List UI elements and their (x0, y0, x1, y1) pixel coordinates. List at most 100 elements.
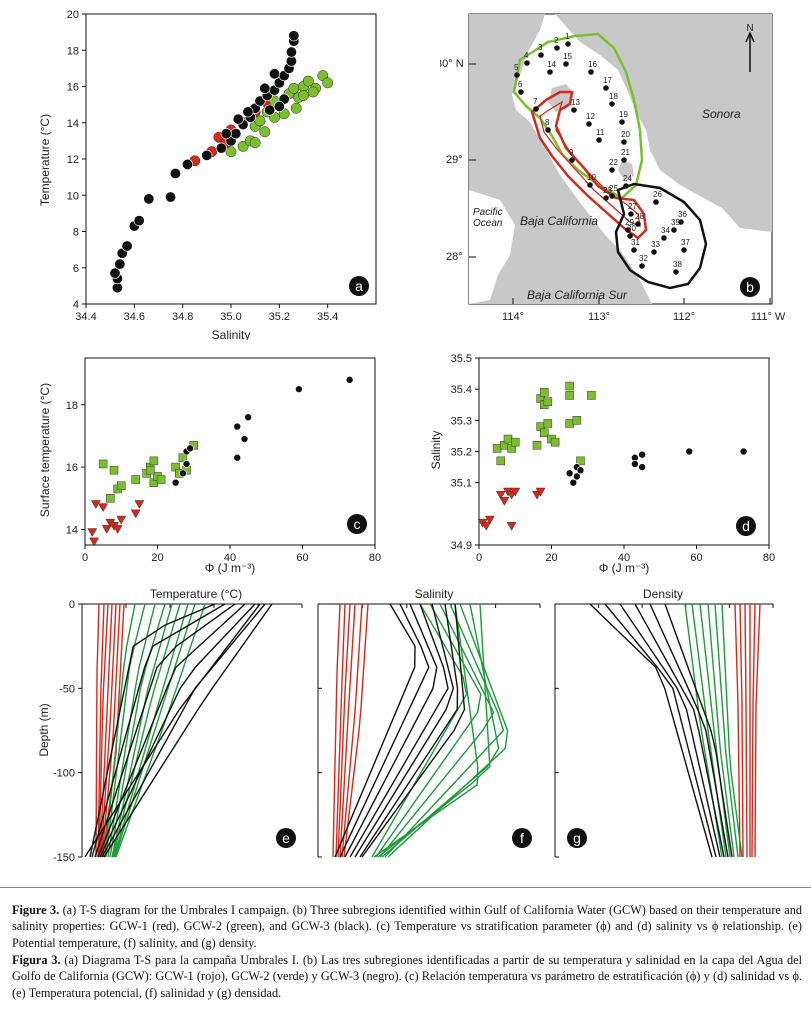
panel-g-letter: g (573, 830, 581, 846)
panel-f-badge (512, 828, 532, 848)
station-label: 25 (609, 184, 618, 193)
panel-b-badge (740, 277, 760, 297)
caption-english: Figure 3. (a) T-S diagram for the Umbral… (12, 902, 802, 951)
profile-line (343, 603, 369, 858)
profile-line (101, 603, 121, 858)
panel-c-points (87, 376, 354, 547)
panel-d-ylabel: Salinity (429, 431, 443, 470)
profile-line (344, 603, 438, 858)
station-label: 10 (587, 173, 596, 182)
profile-line (94, 603, 236, 858)
black-point (143, 193, 155, 205)
station-label: 14 (547, 60, 556, 69)
x-tick-label: 40 (618, 552, 630, 564)
station-marker (609, 193, 615, 199)
station-label: 11 (596, 128, 605, 137)
green-square-point (496, 456, 505, 466)
black-point (288, 30, 300, 42)
profile-line (751, 603, 756, 858)
tiburon-island (618, 160, 634, 180)
panel-a-letter: a (355, 278, 363, 294)
panel-d-salinity-vs-phi: 0 20 40 60 80 34.9 35.1 35.2 35.3 35.4 35.5 Φ (J m… (429, 353, 776, 575)
profile-line (739, 603, 744, 858)
map-lat-ticks (469, 63, 771, 304)
label-baja-california: Baja California (520, 214, 598, 228)
green-square-point (503, 434, 513, 444)
label-pacific-ocean: Pacific Ocean (473, 207, 503, 229)
panel-c-xlabel: Φ (J m⁻³) (205, 561, 256, 575)
profile-title-salinity: Salinity (415, 587, 454, 601)
label-ocean: Ocean (473, 218, 503, 229)
red-triangle-point (495, 490, 506, 500)
y-tick-label: 35.4 (451, 384, 472, 396)
profile-line (339, 603, 430, 858)
y-tick-label: 18 (66, 400, 78, 412)
black-point (345, 376, 354, 384)
caption-separator (0, 887, 811, 888)
panel-d-frame (478, 357, 770, 546)
station-label: 17 (603, 76, 612, 85)
station-label: 23 (603, 186, 612, 195)
station-label: 34 (661, 226, 670, 235)
lat-30: 30° N (440, 58, 464, 70)
profile-line (335, 603, 346, 858)
y-tick-label: 14 (66, 524, 78, 536)
black-point (244, 413, 252, 422)
gcw1-region-outline (530, 90, 648, 240)
green-square-point (565, 391, 574, 400)
north-arrow-head (745, 31, 755, 43)
red-triangle-point (130, 509, 141, 519)
panel-d-ticks: 0 20 40 60 80 34.9 35.1 35.2 35.3 35.4 35.5 (451, 353, 776, 564)
station-label: 8 (545, 118, 550, 127)
profile-line (97, 603, 246, 858)
y-tick-label: 4 (73, 299, 79, 311)
station-marker (661, 235, 667, 241)
black-point (201, 149, 213, 161)
red-triangle-point (89, 537, 99, 547)
panel-e-letter: e (282, 830, 290, 846)
station-marker (587, 182, 593, 188)
black-point (121, 240, 133, 252)
x-tick-label: 20 (545, 552, 557, 564)
station-marker (554, 45, 560, 51)
profile-lines (84, 603, 761, 858)
green-square-point (178, 453, 188, 462)
profile-line (111, 603, 173, 858)
station-label: 31 (631, 238, 640, 247)
black-point (233, 453, 242, 462)
profile-line (98, 603, 109, 858)
profile-line (734, 603, 741, 858)
station-marker (628, 211, 634, 217)
black-point (739, 447, 748, 456)
panel-efg-profiles: Depth (m) 0-50-100-150 Temperature (°C) … (37, 587, 774, 864)
label-sonora: Sonora (702, 107, 741, 121)
station-marker (538, 52, 544, 58)
y-tick-label: 35.5 (451, 353, 472, 365)
x-tick-label: 0 (82, 552, 88, 564)
x-tick-label: 60 (690, 552, 702, 564)
green-square-point (106, 494, 115, 503)
profile-line (707, 603, 735, 858)
panel-f-letter: f (520, 830, 524, 846)
station-label: 26 (653, 190, 662, 199)
station-marker (619, 119, 625, 125)
profile-line (744, 603, 748, 858)
profile-line (754, 603, 761, 858)
panel-a-ts-diagram: 34.4 34.6 34.8 35.0 35.2 35.4468101214161820 … (38, 9, 377, 340)
black-point (685, 447, 694, 456)
black-point (264, 104, 276, 116)
station-label: 18 (609, 92, 618, 101)
depth-tick-label: -150 (53, 852, 75, 864)
green-point (259, 126, 271, 138)
station-markers: 1234567891011121314151617181920212223242… (514, 32, 690, 275)
panel-a-points (109, 30, 334, 294)
station-label: 7 (533, 97, 538, 106)
station-label: 38 (673, 260, 682, 269)
y-tick-label: 35.3 (451, 415, 472, 427)
station-label: 12 (586, 112, 595, 121)
caption-spanish: Figura 3. (a) Diagrama T-S para la campa… (12, 952, 802, 1001)
profile-line (375, 603, 482, 858)
black-point (631, 460, 639, 468)
green-square-point (587, 391, 596, 400)
x-tick-label: 80 (763, 552, 775, 564)
